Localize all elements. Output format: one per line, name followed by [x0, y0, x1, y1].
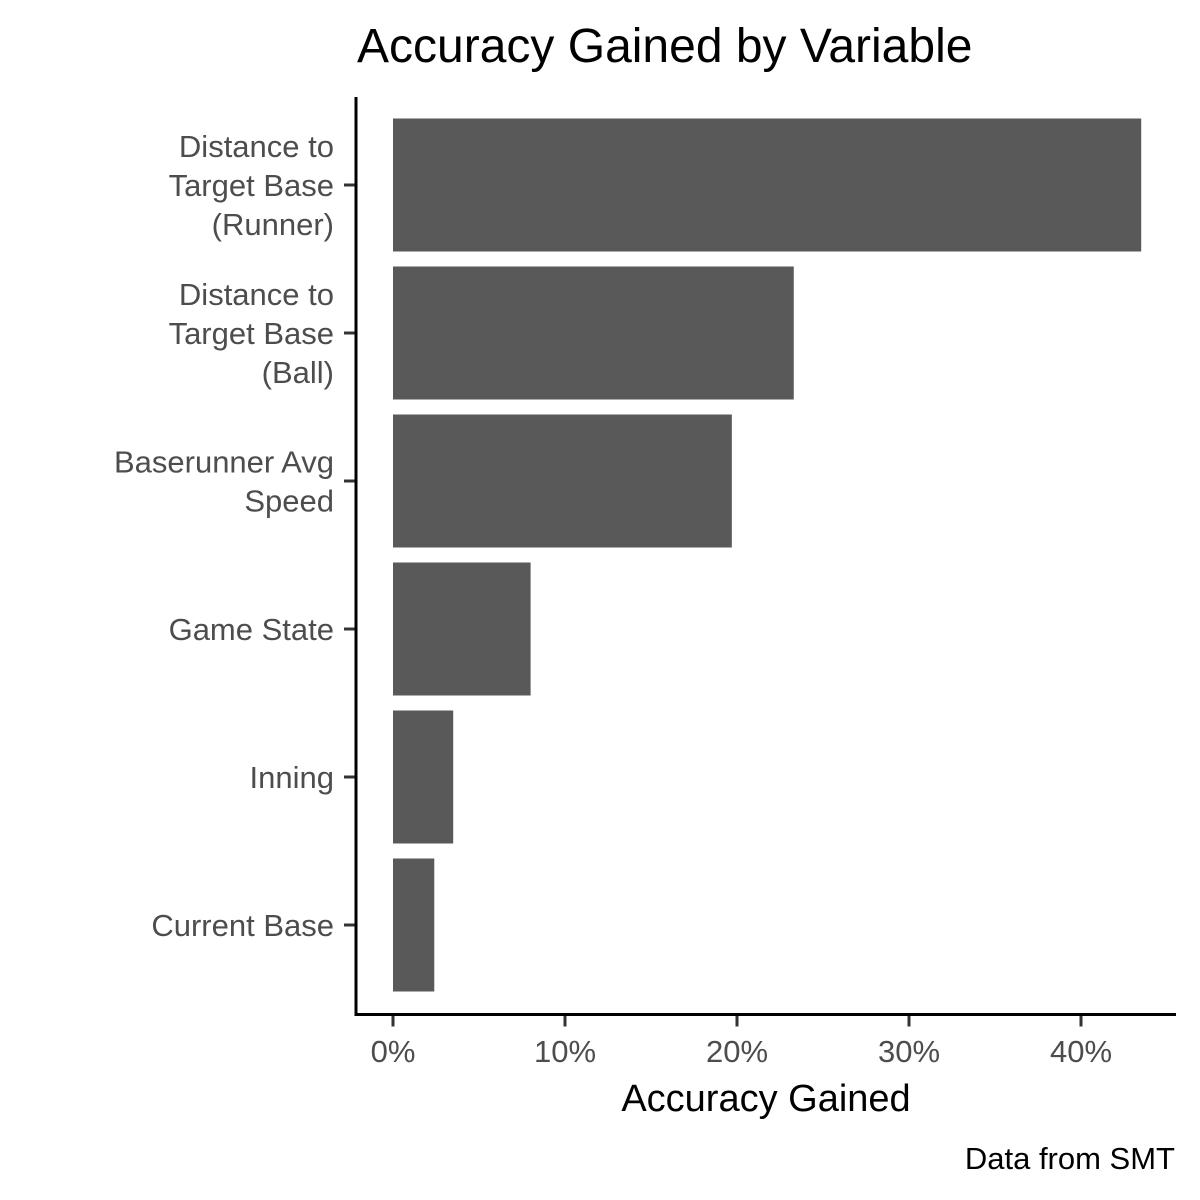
y-tick-label-2: Baserunner Avg Speed [114, 445, 334, 519]
y-tick-label-3: Game State [169, 612, 334, 647]
x-tick-label-1: 10% [534, 1034, 596, 1069]
bars-group [393, 118, 1142, 992]
y-tick-label-0: Distance to Target Base (Runner) [169, 129, 334, 242]
y-tick-label-1: Distance to Target Base (Ball) [169, 277, 334, 390]
bar-0 [393, 118, 1142, 252]
y-tick-label-4: Inning [250, 760, 334, 795]
x-tick-label-3: 30% [878, 1034, 940, 1069]
y-tick-label-5: Current Base [151, 908, 334, 943]
x-tick-label-4: 40% [1050, 1034, 1112, 1069]
x-tick-label-0: 0% [371, 1034, 416, 1069]
bar-5 [393, 858, 435, 992]
bar-3 [393, 562, 531, 696]
bar-4 [393, 710, 454, 844]
y-axis: Distance to Target Base (Runner) Distance t… [114, 129, 356, 943]
chart-title: Accuracy Gained by Variable [357, 20, 972, 73]
bar-1 [393, 266, 794, 400]
x-axis: 0% 10% 20% 30% 40% [371, 1014, 1112, 1069]
x-axis-label: Accuracy Gained [621, 1078, 910, 1120]
x-tick-label-2: 20% [706, 1034, 768, 1069]
chart-caption: Data from SMT [965, 1141, 1175, 1176]
bar-2 [393, 414, 732, 548]
